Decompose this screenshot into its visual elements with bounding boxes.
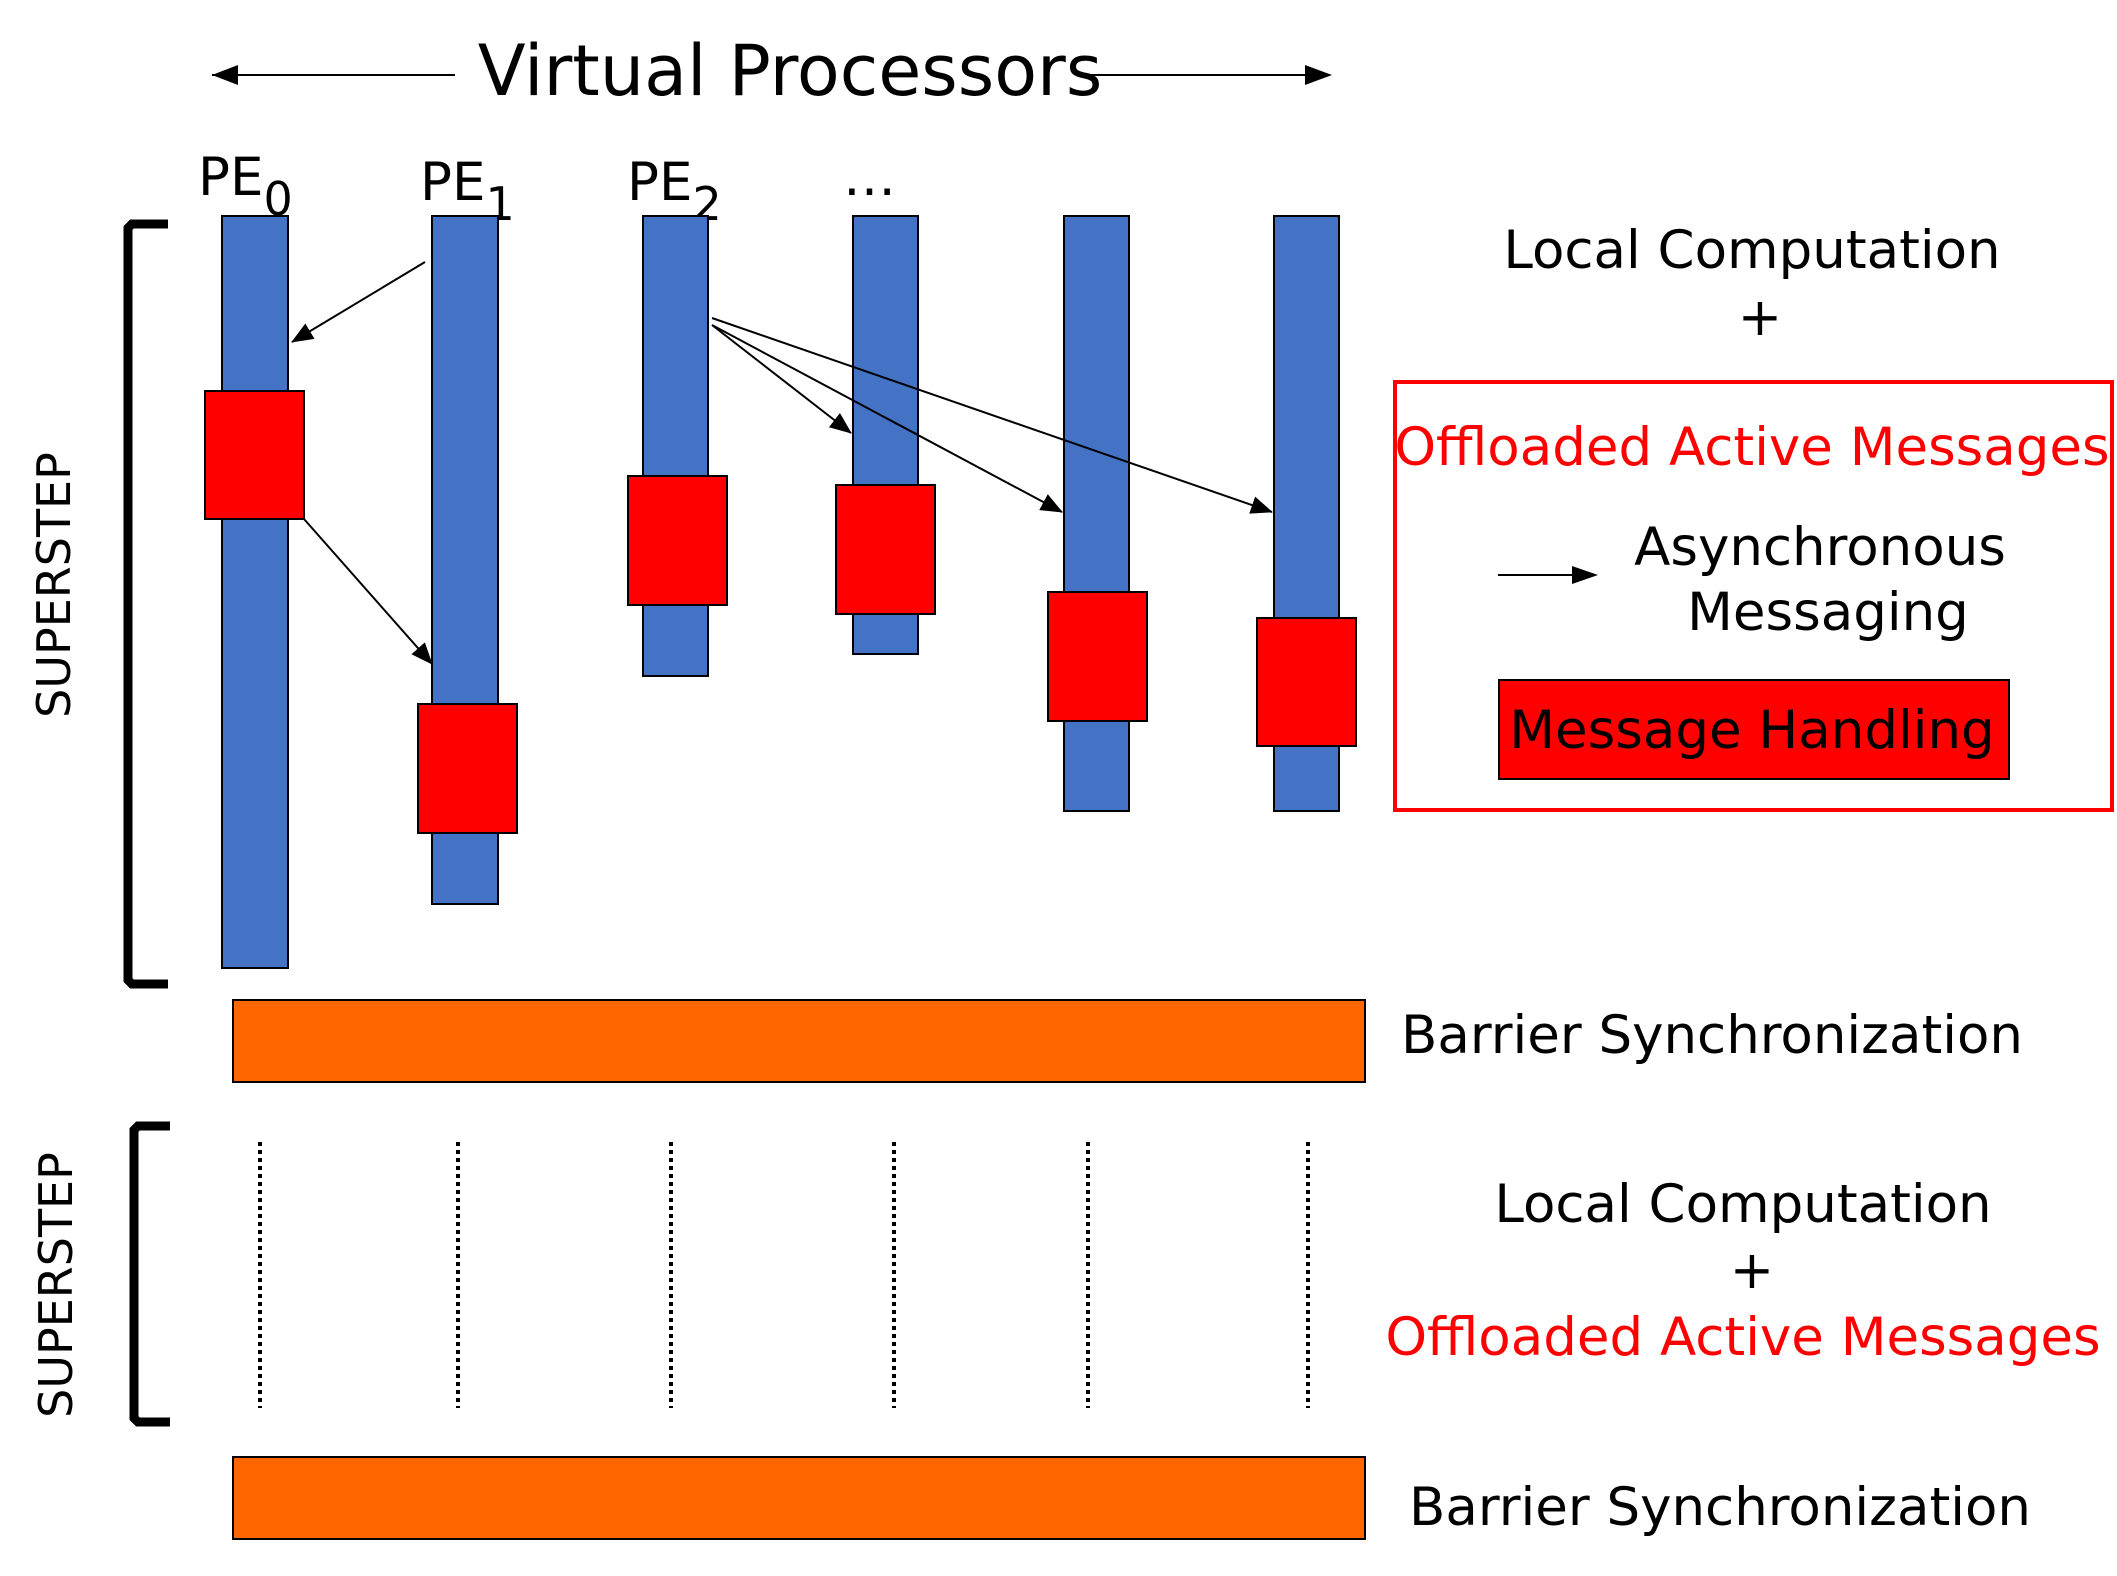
message-arrow-pe2-to-pe5 xyxy=(711,317,1273,514)
diagram-title: Virtual Processors xyxy=(478,30,1103,112)
pe4-message-handler xyxy=(1047,591,1148,722)
legend-box xyxy=(1393,380,2114,812)
pe-label-1: PE1 xyxy=(420,152,515,231)
superstep1-plus: + xyxy=(1738,287,1782,348)
message-arrow-pe2-to-pe3 xyxy=(711,324,852,434)
pe-label-0: PE0 xyxy=(198,147,293,226)
superstep2-plus: + xyxy=(1730,1240,1774,1301)
title-left-arrowhead xyxy=(212,65,238,85)
pe5-message-handler xyxy=(1256,617,1357,747)
legend-handling-label: Message Handling xyxy=(1509,700,1994,761)
superstep1-local-computation: Local Computation xyxy=(1503,220,2000,281)
legend-async-arrowhead xyxy=(1572,566,1598,584)
pe0-message-handler xyxy=(204,390,305,520)
barrier-label-2: Barrier Synchronization xyxy=(1409,1477,2031,1538)
superstep2-offloaded: Offloaded Active Messages xyxy=(1385,1307,2100,1368)
superstep-bracket-1 xyxy=(123,219,168,989)
message-arrow-pe2-to-pe4 xyxy=(711,324,1063,513)
barrier-bar-2 xyxy=(232,1456,1366,1540)
barrier-label-1: Barrier Synchronization xyxy=(1401,1005,2023,1066)
superstep-label-2: SUPERSTEP xyxy=(29,1152,83,1418)
legend-title: Offloaded Active Messages xyxy=(1394,417,2109,478)
pe0-bar xyxy=(221,215,289,969)
legend-async-line2: Messaging xyxy=(1687,582,1969,643)
superstep-label-1: SUPERSTEP xyxy=(27,452,81,718)
legend-async-line1: Asynchronous xyxy=(1634,517,2006,578)
pe3-message-handler xyxy=(835,484,936,615)
message-arrow-pe0-to-pe1 xyxy=(303,518,433,665)
pe-label-ellipsis: … xyxy=(843,147,896,208)
pe1-message-handler xyxy=(417,703,518,834)
title-right-arrowhead xyxy=(1305,65,1332,85)
pe2-bar xyxy=(642,215,709,677)
message-arrow-pe1-to-pe0 xyxy=(291,261,426,343)
superstep2-local-computation: Local Computation xyxy=(1494,1174,1991,1235)
pe2-message-handler xyxy=(627,475,728,606)
legend-handling-swatch xyxy=(1498,679,2010,780)
barrier-bar-1 xyxy=(232,999,1366,1083)
superstep-bracket-2 xyxy=(129,1121,170,1427)
